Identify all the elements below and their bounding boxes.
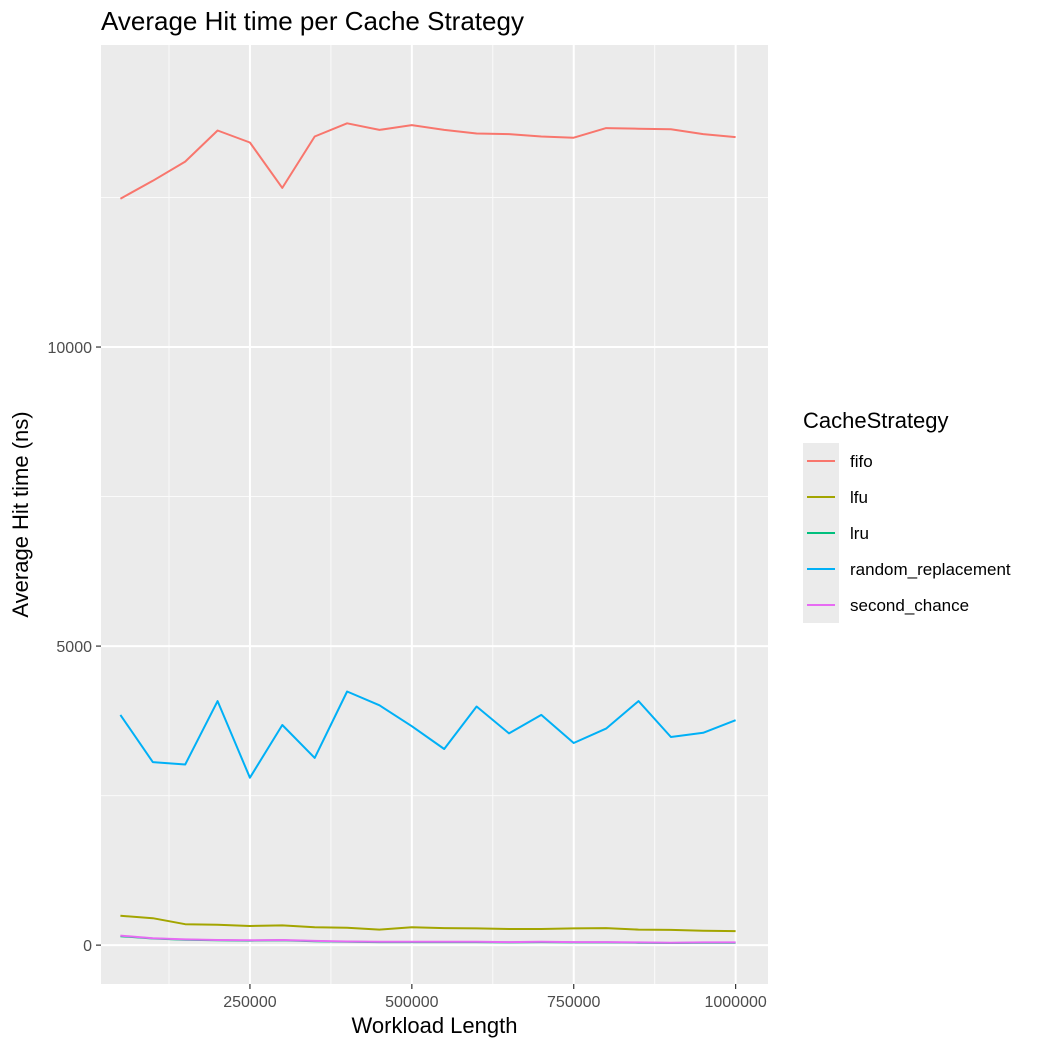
y-tick-label: 5000 [56, 639, 92, 656]
legend-label-lfu: lfu [850, 488, 868, 507]
y-axis-label: Average Hit time (ns) [8, 411, 33, 617]
legend-label-second_chance: second_chance [850, 596, 969, 615]
y-tick-label: 0 [83, 938, 92, 955]
y-axis: 0 5000 10000 [48, 340, 101, 955]
legend: CacheStrategy fifo lfu lru random_replaceme… [803, 408, 1011, 623]
x-axis-label: Workload Length [352, 1013, 518, 1038]
minor-gridlines [101, 45, 768, 984]
x-tick-label: 500000 [385, 994, 438, 1011]
x-tick-label: 750000 [547, 994, 600, 1011]
major-gridlines [101, 45, 768, 984]
series-lines [119, 122, 736, 944]
x-tick-label: 250000 [223, 994, 276, 1011]
legend-items: fifo lfu lru random_replacement second_chanc… [803, 443, 1011, 623]
series-line-random_replacement [119, 690, 736, 779]
x-tick-label: 1000000 [704, 994, 766, 1011]
x-axis: 250000 500000 750000 1000000 [223, 984, 767, 1011]
legend-label-random_replacement: random_replacement [850, 560, 1011, 579]
plot-panel [101, 45, 768, 984]
y-tick-label: 10000 [48, 340, 93, 357]
legend-label-fifo: fifo [850, 452, 873, 471]
series-line-lfu [120, 914, 736, 933]
series-line-fifo [119, 122, 736, 200]
series-line-second_chance [120, 934, 736, 944]
legend-title: CacheStrategy [803, 408, 949, 433]
chart-title: Average Hit time per Cache Strategy [101, 6, 524, 36]
legend-label-lru: lru [850, 524, 869, 543]
